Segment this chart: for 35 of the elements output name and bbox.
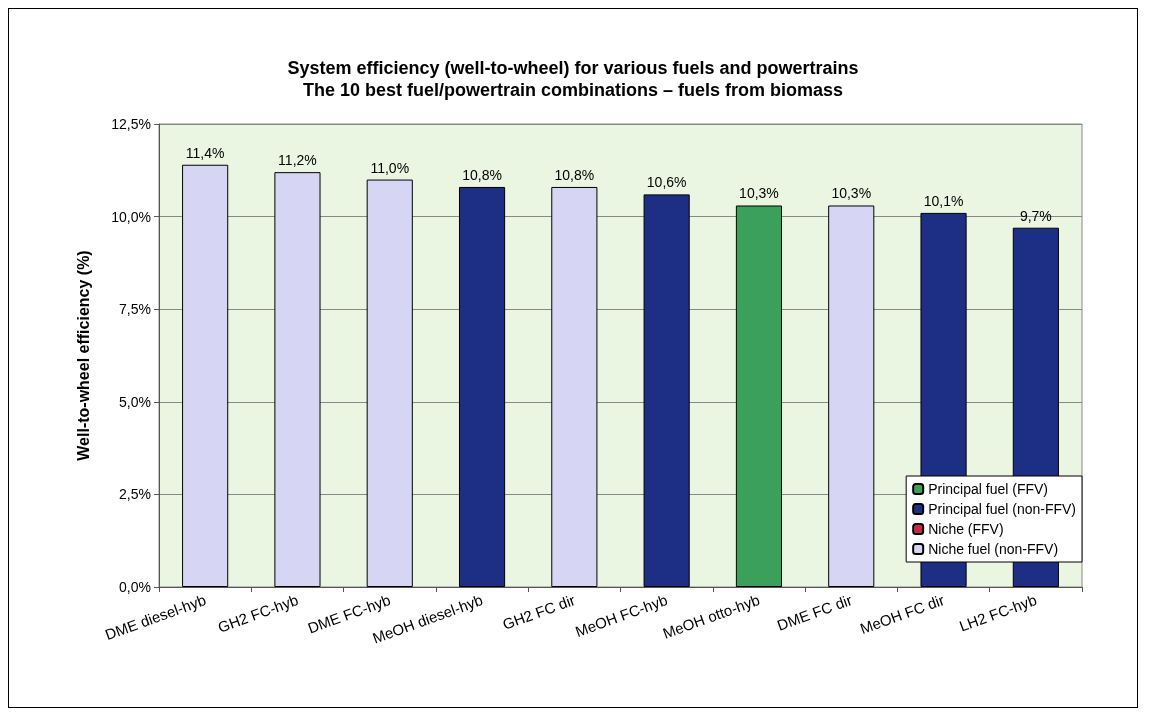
bar [458,186,506,587]
x-tick-label: GH2 FC-hyb [215,591,301,636]
legend-label: Principal fuel (non-FFV) [928,501,1076,517]
y-tick-label: 2,5% [119,486,151,503]
legend-label: Niche (FFV) [928,521,1004,537]
bar [735,205,783,587]
data-label: 10,3% [831,185,872,202]
data-label: 11,4% [185,144,225,161]
chart-title: System efficiency (well-to-wheel) for various fuels and powertrains [287,58,859,78]
y-tick-label: 0,0% [119,579,151,595]
bar [551,186,598,587]
data-label: 10,3% [739,185,779,202]
data-label: 11,2% [278,152,317,169]
x-tick-label: DME FC dir [774,591,855,634]
x-tick-label: LH2 FC-hyb [956,591,1039,635]
data-label: 9,7% [1019,207,1052,224]
bar [182,164,229,587]
y-axis-title: Well-to-wheel efficiency (%) [74,250,92,461]
bar [643,194,690,587]
bar [274,172,321,587]
bar [828,205,875,587]
data-label: 11,0% [370,159,410,176]
y-tick-label: 5,0% [119,393,151,410]
bar [366,179,413,587]
chart-subtitle: The 10 best fuel/powertrain combinations – fuels from biomass [302,80,844,100]
x-tick-label: MeOH FC dir [857,591,947,638]
y-tick-label: 10,0% [111,208,151,225]
legend-label: Principal fuel (FFV) [928,481,1048,497]
data-label: 10,6% [646,174,687,191]
legend-label: Niche fuel (non-FFV) [928,541,1059,557]
data-label: 10,8% [462,166,502,183]
data-label: 10,8% [554,166,595,183]
y-tick-label: 7,5% [119,301,151,318]
data-label: 10,1% [923,192,964,209]
y-tick-label: 12,5% [111,116,151,132]
